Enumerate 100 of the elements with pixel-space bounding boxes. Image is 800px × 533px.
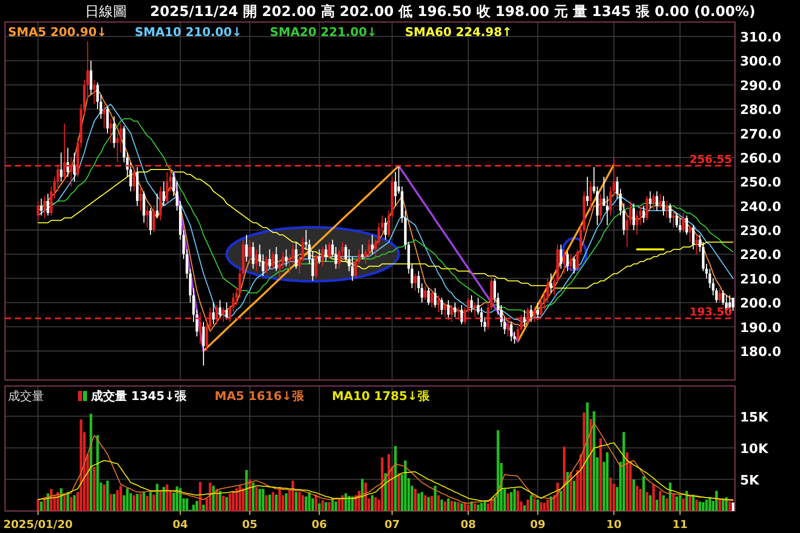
candlestick xyxy=(106,106,109,134)
candlestick xyxy=(434,288,436,308)
bar xyxy=(483,502,486,511)
bar xyxy=(242,488,244,511)
candlestick xyxy=(732,297,734,312)
x-tick-label: 04 xyxy=(172,518,188,531)
candlestick xyxy=(685,215,688,236)
bar xyxy=(675,496,678,511)
chart-subtitle: 2025/11/24 開 202.00 高 202.00 低 196.50 收 198.00 元 量 1345 張 0.00 (0.00%) xyxy=(150,3,756,20)
bar xyxy=(192,504,195,511)
x-tick-label: 06 xyxy=(312,518,328,531)
candlestick xyxy=(43,196,46,218)
bar xyxy=(248,479,252,511)
bar xyxy=(543,502,546,511)
bar xyxy=(222,496,225,511)
candlestick xyxy=(149,208,152,236)
bar xyxy=(662,495,665,511)
x-tick-label: 05 xyxy=(242,518,258,531)
bar xyxy=(308,492,311,511)
candlestick xyxy=(636,210,638,236)
candlestick xyxy=(450,304,453,322)
bar xyxy=(526,500,530,511)
y-tick-label: 230.0 xyxy=(740,224,782,240)
bar xyxy=(166,484,168,511)
bar xyxy=(318,503,321,511)
bar xyxy=(656,500,658,511)
bar xyxy=(732,502,734,511)
bar xyxy=(262,488,264,511)
bar xyxy=(142,492,146,511)
bar xyxy=(314,494,318,511)
candlestick xyxy=(722,290,724,306)
x-tick-label: 10 xyxy=(606,518,622,531)
bar xyxy=(682,498,685,511)
candlestick xyxy=(540,297,542,318)
bar xyxy=(112,494,116,511)
bar xyxy=(90,414,92,511)
bar xyxy=(106,480,109,511)
x-tick-label: 07 xyxy=(384,518,400,531)
bar xyxy=(274,494,278,511)
candlestick xyxy=(272,251,274,270)
bar xyxy=(417,493,420,511)
candlestick xyxy=(675,212,678,228)
bar xyxy=(589,418,592,511)
candlestick xyxy=(632,202,636,231)
y-tick-label: 300.0 xyxy=(740,54,782,70)
candlestick xyxy=(648,190,652,209)
candlestick xyxy=(666,200,668,218)
candlestick xyxy=(294,242,298,270)
bar xyxy=(672,493,675,511)
y-tick-label: 220.0 xyxy=(740,248,782,264)
text: MA10 1785↓張 xyxy=(332,389,430,403)
candlestick xyxy=(156,193,158,218)
bar xyxy=(496,430,500,511)
y-tick-label: 260.0 xyxy=(740,151,782,166)
text: SMA60 224.98↑ xyxy=(404,25,512,39)
candlestick xyxy=(252,242,254,270)
bar xyxy=(374,497,377,511)
candlestick xyxy=(248,239,252,264)
bar xyxy=(159,490,162,511)
bar xyxy=(450,500,453,511)
candlestick xyxy=(652,193,655,212)
candlestick xyxy=(142,190,146,224)
candlestick xyxy=(427,288,430,306)
bar xyxy=(464,502,466,511)
bar xyxy=(728,502,731,511)
y-tick-label: 240.0 xyxy=(740,200,782,215)
candlestick xyxy=(695,234,698,255)
bar xyxy=(156,484,158,511)
candlestick xyxy=(454,302,456,318)
candlestick xyxy=(572,256,576,274)
bar xyxy=(606,452,609,511)
bar xyxy=(119,486,122,511)
bar xyxy=(510,492,513,511)
bar xyxy=(702,502,705,511)
bar xyxy=(506,493,510,511)
candlestick xyxy=(222,306,225,322)
bar xyxy=(136,494,139,511)
candlestick xyxy=(40,198,43,216)
bar xyxy=(592,411,596,511)
bar xyxy=(430,496,434,511)
x-tick-label: 08 xyxy=(460,518,476,531)
bar xyxy=(228,493,232,511)
candlestick xyxy=(444,302,446,318)
candlestick xyxy=(682,212,685,233)
candlestick xyxy=(523,309,526,328)
bar xyxy=(102,484,106,511)
candlestick xyxy=(284,248,288,267)
bar xyxy=(424,495,427,511)
candlestick xyxy=(110,118,112,144)
bar xyxy=(235,488,238,511)
bar xyxy=(404,460,407,511)
bar xyxy=(218,490,222,511)
y-tick-label: 10K xyxy=(740,442,770,457)
bar xyxy=(132,495,136,511)
bar xyxy=(447,498,450,511)
bar xyxy=(698,502,702,511)
candlestick xyxy=(414,273,417,291)
bar xyxy=(152,494,156,511)
bar xyxy=(63,493,66,511)
bar xyxy=(454,502,456,511)
